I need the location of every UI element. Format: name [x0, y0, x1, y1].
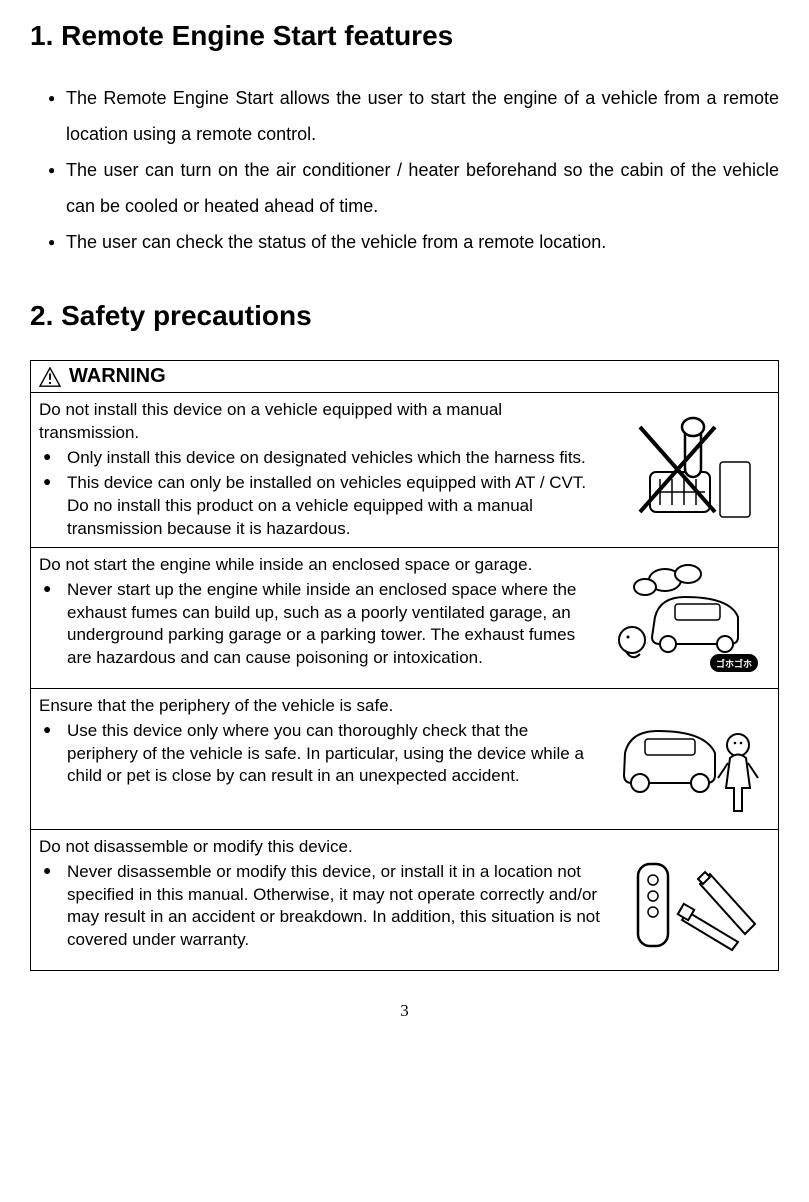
feature-list: The Remote Engine Start allows the user … [48, 80, 779, 260]
device-screwdriver-icon [610, 844, 770, 964]
warning-row: Do not disassemble or modify this device… [31, 830, 778, 970]
section1-heading: 1. Remote Engine Start features [30, 20, 779, 52]
warning-text: Ensure that the periphery of the vehicle… [39, 695, 610, 823]
feature-item: The Remote Engine Start allows the user … [48, 80, 779, 152]
warning-header: WARNING [31, 361, 778, 393]
warning-row: Do not start the engine while inside an … [31, 548, 778, 689]
warning-lead: Do not disassemble or modify this device… [39, 836, 602, 859]
warning-text: Do not disassemble or modify this device… [39, 836, 610, 964]
svg-text:ゴホゴホ: ゴホゴホ [716, 658, 752, 669]
warning-row: Do not install this device on a vehicle … [31, 393, 778, 548]
warning-bullet: Never disassemble or modify this device,… [39, 861, 602, 953]
warning-triangle-icon [39, 367, 61, 387]
car-child-icon [610, 703, 770, 823]
warning-text: Do not start the engine while inside an … [39, 554, 610, 682]
warning-table: WARNING Do not install this device on a … [30, 360, 779, 971]
car-exhaust-person-icon: ゴホゴホ [610, 562, 770, 682]
gearshift-cross-icon [610, 407, 770, 527]
feature-item: The user can turn on the air conditioner… [48, 152, 779, 224]
warning-bullet: This device can only be installed on veh… [39, 472, 602, 541]
warning-lead: Do not install this device on a vehicle … [39, 399, 602, 445]
warning-lead: Do not start the engine while inside an … [39, 554, 602, 577]
feature-item: The user can check the status of the veh… [48, 224, 779, 260]
warning-bullet: Never start up the engine while inside a… [39, 579, 602, 671]
page-number: 3 [30, 1001, 779, 1021]
warning-title: WARNING [69, 365, 166, 388]
section2-heading: 2. Safety precautions [30, 300, 779, 332]
warning-row: Ensure that the periphery of the vehicle… [31, 689, 778, 830]
warning-lead: Ensure that the periphery of the vehicle… [39, 695, 602, 718]
warning-bullet: Use this device only where you can thoro… [39, 720, 602, 789]
warning-bullet: Only install this device on designated v… [39, 447, 602, 470]
warning-text: Do not install this device on a vehicle … [39, 399, 610, 541]
